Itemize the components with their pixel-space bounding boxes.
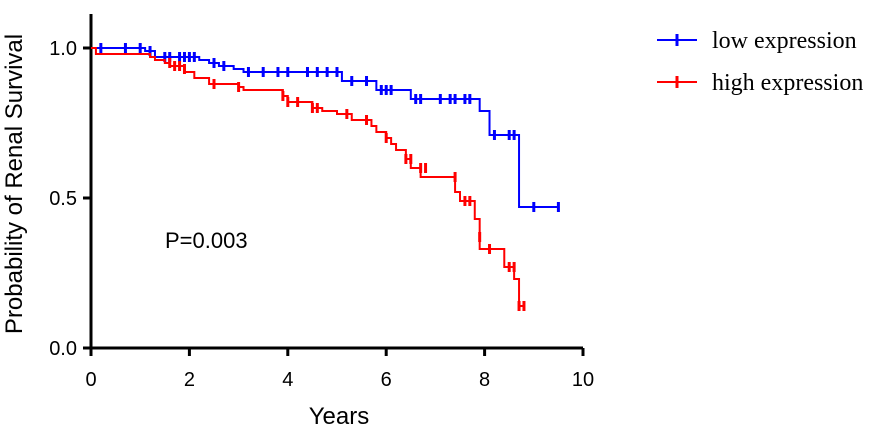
legend: low expression high expression — [657, 28, 863, 96]
p-value-annotation: P=0.003 — [165, 228, 248, 253]
y-axis-title: Probability of Renal Survival — [1, 34, 28, 334]
x-tick-label: 10 — [572, 369, 594, 391]
legend-label: high expression — [712, 70, 863, 96]
survival-curve-line — [91, 47, 524, 307]
x-tick-label: 6 — [381, 369, 392, 391]
x-axis-title: Years — [309, 403, 370, 430]
legend-label: low expression — [712, 28, 857, 54]
y-tick-label: 0.5 — [49, 188, 77, 210]
x-tick-label: 8 — [479, 369, 490, 391]
axes: 0 2 4 6 8 10 0.0 0.5 1.0 — [49, 14, 594, 391]
series-layer — [91, 43, 560, 311]
series-high-expression — [91, 47, 526, 311]
x-tick-label: 4 — [282, 369, 293, 391]
x-tick-label: 2 — [184, 369, 195, 391]
y-tick-label: 1.0 — [49, 38, 77, 60]
survival-curve-line — [91, 47, 559, 208]
series-low-expression — [91, 43, 560, 212]
x-tick-label: 0 — [85, 369, 96, 391]
y-tick-label: 0.0 — [49, 338, 77, 360]
